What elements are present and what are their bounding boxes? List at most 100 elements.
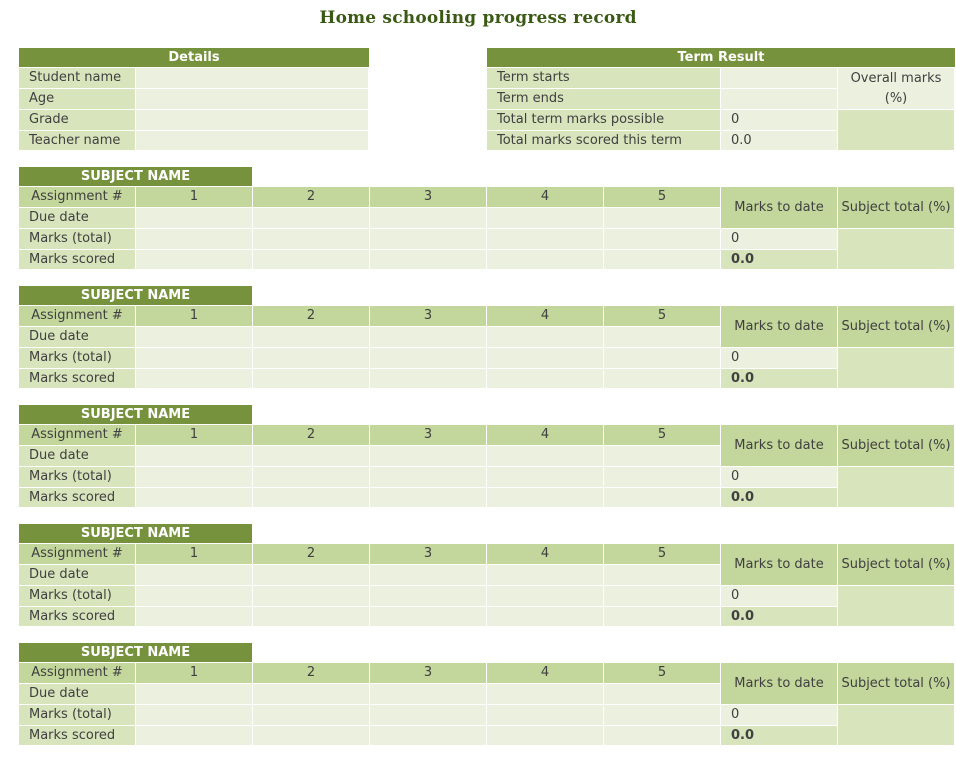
marks-total-cell[interactable] — [487, 586, 604, 607]
assignment-number-cell: 5 — [604, 544, 721, 565]
marks-total-cell[interactable] — [487, 348, 604, 369]
assignment-number-cell: 2 — [253, 544, 370, 565]
subject-total-label: Subject total (%) — [838, 425, 955, 467]
due-date-cell[interactable] — [253, 684, 370, 705]
teacher-name-input[interactable] — [136, 131, 369, 151]
due-date-cell[interactable] — [604, 327, 721, 348]
marks-total-value: 0 — [721, 348, 838, 369]
marks-scored-cell[interactable] — [370, 726, 487, 746]
marks-total-cell[interactable] — [604, 586, 721, 607]
marks-total-cell[interactable] — [136, 586, 253, 607]
due-date-cell[interactable] — [604, 208, 721, 229]
subject-name-header[interactable]: SUBJECT NAME — [19, 167, 252, 186]
marks-total-cell[interactable] — [487, 229, 604, 250]
due-date-cell[interactable] — [370, 446, 487, 467]
marks-total-cell[interactable] — [604, 705, 721, 726]
due-date-cell[interactable] — [136, 446, 253, 467]
marks-scored-cell[interactable] — [487, 250, 604, 270]
due-date-cell[interactable] — [370, 327, 487, 348]
marks-scored-cell[interactable] — [253, 488, 370, 508]
assignment-number-cell: 3 — [370, 544, 487, 565]
marks-scored-cell[interactable] — [136, 369, 253, 389]
marks-total-cell[interactable] — [136, 229, 253, 250]
term-starts-value[interactable] — [721, 68, 838, 89]
due-date-cell[interactable] — [253, 208, 370, 229]
due-date-label: Due date — [19, 208, 136, 229]
marks-total-value: 0 — [721, 229, 838, 250]
marks-scored-cell[interactable] — [253, 726, 370, 746]
assignment-number-cell: 5 — [604, 306, 721, 327]
marks-total-cell[interactable] — [604, 348, 721, 369]
marks-scored-cell[interactable] — [370, 607, 487, 627]
term-ends-value[interactable] — [721, 89, 838, 110]
due-date-cell[interactable] — [136, 327, 253, 348]
due-date-cell[interactable] — [604, 565, 721, 586]
subject-total-text: Subject total (%) — [841, 556, 951, 572]
marks-scored-cell[interactable] — [370, 488, 487, 508]
subject-name-header[interactable]: SUBJECT NAME — [19, 643, 252, 662]
marks-total-cell[interactable] — [370, 348, 487, 369]
due-date-cell[interactable] — [136, 208, 253, 229]
marks-total-cell[interactable] — [370, 229, 487, 250]
marks-scored-cell[interactable] — [136, 250, 253, 270]
marks-scored-cell[interactable] — [604, 726, 721, 746]
marks-scored-cell[interactable] — [136, 488, 253, 508]
subject-total-value — [838, 467, 955, 508]
marks-total-cell[interactable] — [253, 348, 370, 369]
due-date-cell[interactable] — [370, 208, 487, 229]
marks-total-cell[interactable] — [136, 348, 253, 369]
marks-total-cell[interactable] — [136, 705, 253, 726]
marks-total-cell[interactable] — [253, 467, 370, 488]
due-date-cell[interactable] — [253, 446, 370, 467]
subject-name-header[interactable]: SUBJECT NAME — [19, 286, 252, 305]
due-date-cell[interactable] — [487, 327, 604, 348]
due-date-cell[interactable] — [604, 446, 721, 467]
marks-total-cell[interactable] — [370, 586, 487, 607]
due-date-label: Due date — [19, 327, 136, 348]
marks-scored-cell[interactable] — [370, 369, 487, 389]
marks-scored-cell[interactable] — [253, 250, 370, 270]
marks-total-cell[interactable] — [253, 229, 370, 250]
marks-total-cell[interactable] — [136, 467, 253, 488]
subject-name-header[interactable]: SUBJECT NAME — [19, 524, 252, 543]
student-name-input[interactable] — [136, 68, 369, 89]
marks-scored-cell[interactable] — [487, 726, 604, 746]
due-date-cell[interactable] — [604, 684, 721, 705]
due-date-cell[interactable] — [136, 565, 253, 586]
due-date-cell[interactable] — [487, 446, 604, 467]
marks-scored-cell[interactable] — [136, 607, 253, 627]
marks-scored-cell[interactable] — [604, 488, 721, 508]
age-input[interactable] — [136, 89, 369, 110]
due-date-cell[interactable] — [370, 684, 487, 705]
marks-scored-cell[interactable] — [253, 369, 370, 389]
marks-scored-cell[interactable] — [136, 726, 253, 746]
marks-total-cell[interactable] — [253, 705, 370, 726]
marks-total-cell[interactable] — [370, 467, 487, 488]
marks-total-cell[interactable] — [487, 467, 604, 488]
marks-scored-cell[interactable] — [487, 607, 604, 627]
marks-total-cell[interactable] — [604, 467, 721, 488]
subject-total-label: Subject total (%) — [838, 187, 955, 229]
due-date-cell[interactable] — [487, 208, 604, 229]
marks-total-cell[interactable] — [370, 705, 487, 726]
due-date-cell[interactable] — [253, 327, 370, 348]
due-date-label: Due date — [19, 684, 136, 705]
marks-scored-cell[interactable] — [604, 607, 721, 627]
marks-scored-cell[interactable] — [370, 250, 487, 270]
marks-total-cell[interactable] — [604, 229, 721, 250]
details-header: Details — [19, 48, 369, 67]
marks-scored-cell[interactable] — [253, 607, 370, 627]
marks-total-cell[interactable] — [487, 705, 604, 726]
marks-scored-cell[interactable] — [604, 250, 721, 270]
grade-input[interactable] — [136, 110, 369, 131]
marks-scored-cell[interactable] — [487, 488, 604, 508]
due-date-cell[interactable] — [487, 684, 604, 705]
subject-name-header[interactable]: SUBJECT NAME — [19, 405, 252, 424]
due-date-cell[interactable] — [370, 565, 487, 586]
due-date-cell[interactable] — [487, 565, 604, 586]
due-date-cell[interactable] — [253, 565, 370, 586]
due-date-cell[interactable] — [136, 684, 253, 705]
marks-scored-cell[interactable] — [487, 369, 604, 389]
marks-scored-cell[interactable] — [604, 369, 721, 389]
marks-total-cell[interactable] — [253, 586, 370, 607]
